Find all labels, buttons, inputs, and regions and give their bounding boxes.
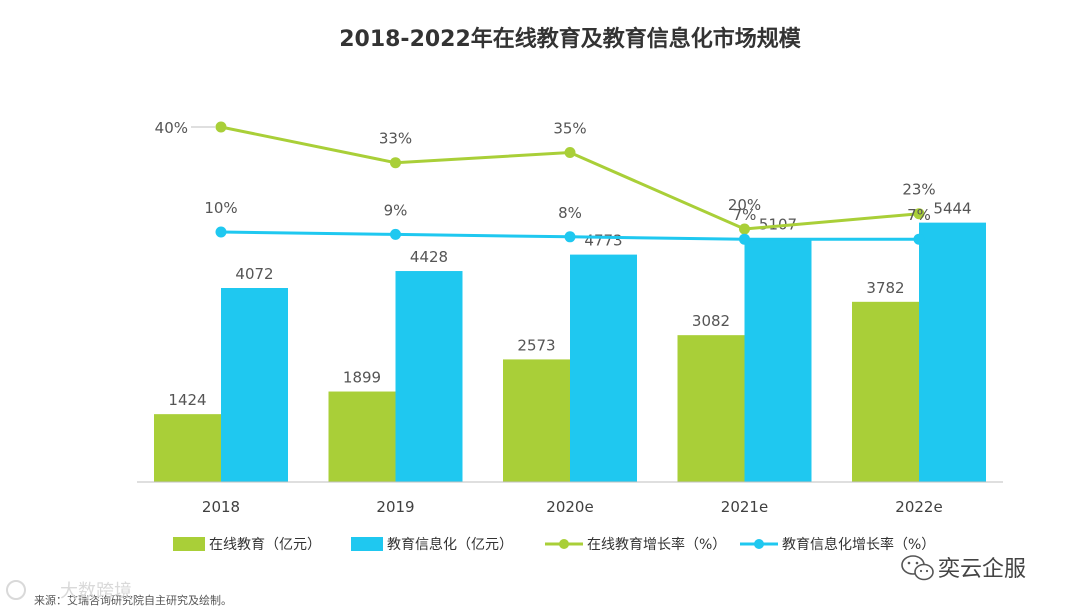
bar-online-2020e <box>503 359 570 482</box>
bar-informatization-2020e <box>570 254 637 482</box>
legend-swatch <box>351 537 383 551</box>
left-watermark: 大数跨境 <box>6 580 132 602</box>
bar-value-label: 1424 <box>168 391 206 409</box>
watermark-text: 奕云企服 <box>938 557 1026 582</box>
bar-online-2018 <box>154 414 221 482</box>
legend-label: 教育信息化（亿元） <box>387 536 513 553</box>
bar-value-label: 2573 <box>517 336 555 354</box>
x-tick-label: 2022e <box>895 498 942 516</box>
bar-value-label: 1899 <box>343 369 381 387</box>
line-value-label: 40% <box>155 119 188 137</box>
x-tick-label: 2020e <box>546 498 593 516</box>
x-axis-ticks: 2018 2019 2020e 2021e 2022e <box>202 498 943 516</box>
x-tick-label: 2021e <box>721 498 768 516</box>
bar-online-2022e <box>852 301 919 482</box>
bar-informatization-2021e <box>744 238 812 482</box>
x-tick-label: 2019 <box>376 498 414 516</box>
bar-informatization-2022e <box>919 222 986 482</box>
watermark: 奕云企服 <box>901 555 1026 582</box>
bar-value-label: 5444 <box>933 200 971 218</box>
line-value-label: 20% <box>728 196 761 214</box>
legend-marker <box>754 539 764 549</box>
chart-title: 2018-2022年在线教育及教育信息化市场规模 <box>339 26 802 52</box>
source-note: 来源：艾瑞咨询研究院自主研究及绘制。 <box>34 593 232 607</box>
line-point <box>390 228 401 240</box>
bar-value-label: 3082 <box>692 312 730 330</box>
line-value-label: 7% <box>907 206 931 224</box>
line-point <box>564 147 576 158</box>
bar-online-2021e <box>677 335 745 482</box>
watermark-circle-icon <box>6 580 26 600</box>
line-value-label: 35% <box>553 120 586 138</box>
line-point <box>390 157 401 169</box>
legend: 在线教育（亿元） 教育信息化（亿元） 在线教育增长率（%） 教育信息化增长率（%） <box>173 536 935 553</box>
wechat-icon <box>901 555 934 581</box>
legend-marker <box>559 539 569 549</box>
legend-label: 在线教育增长率（%） <box>587 536 726 553</box>
line-point <box>739 223 750 235</box>
line-value-label: 8% <box>558 204 582 222</box>
x-tick-label: 2018 <box>202 498 240 516</box>
bar-value-label: 3782 <box>866 279 904 297</box>
bar-value-label: 4072 <box>235 265 273 283</box>
line-point <box>564 231 576 243</box>
legend-swatch <box>173 537 205 551</box>
line-value-label: 10% <box>204 199 237 217</box>
line-point <box>913 233 925 245</box>
bar-value-label: 4773 <box>584 232 622 250</box>
line-value-label: 9% <box>384 201 408 219</box>
line-value-label: 23% <box>902 181 935 199</box>
line-point <box>739 233 750 245</box>
line-point <box>913 208 925 220</box>
bar-informatization-2019 <box>395 271 463 482</box>
watermark-left-text: 大数跨境 <box>60 581 132 602</box>
bar-online-2019 <box>328 391 396 482</box>
legend-label: 在线教育（亿元） <box>209 537 321 553</box>
legend-label: 教育信息化增长率（%） <box>782 536 935 553</box>
lines-layer: 40% 33% 35% 20% 23% 10% 9% 8% 7% 7% <box>155 119 936 245</box>
bar-informatization-2018 <box>221 288 288 482</box>
line-point <box>215 226 227 238</box>
line-value-label: 33% <box>379 130 412 148</box>
line-value-label: 7% <box>733 206 757 224</box>
line-point <box>215 121 227 133</box>
bar-value-label: 4428 <box>410 248 448 266</box>
